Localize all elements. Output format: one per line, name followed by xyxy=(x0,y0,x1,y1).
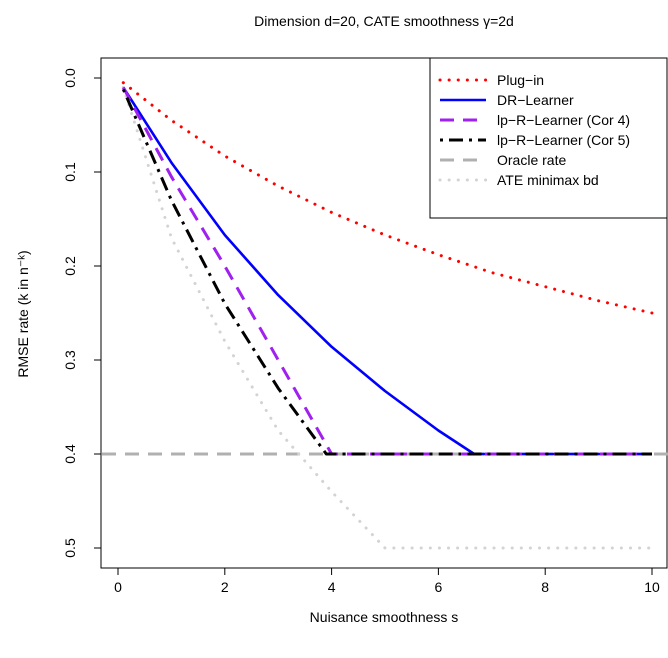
x-tick-label: 2 xyxy=(221,579,229,595)
y-tick-label: 0.0 xyxy=(62,68,78,88)
legend-label-4: Oracle rate xyxy=(497,152,566,168)
x-tick-label: 4 xyxy=(328,579,336,595)
series-layer xyxy=(102,81,668,550)
y-tick-label: 0.2 xyxy=(62,256,78,276)
x-tick-label: 0 xyxy=(114,579,122,595)
series-line-3 xyxy=(121,88,652,456)
legend-label-0: Plug−in xyxy=(497,72,544,88)
chart-title: Dimension d=20, CATE smoothness γ=2d xyxy=(254,13,514,29)
x-tick-label: 10 xyxy=(644,579,660,595)
legend-label-1: DR−Learner xyxy=(497,92,574,108)
legend: Plug−in DR−Learner lp−R−Learner (Cor 4) lp−… xyxy=(429,57,668,219)
y-tick-label: 0.1 xyxy=(62,162,78,182)
legend-box xyxy=(429,57,668,219)
y-tick-label: 0.5 xyxy=(62,538,78,558)
y-axis: 0.0 0.1 0.2 0.3 0.4 0.5 xyxy=(62,68,102,558)
x-tick-label: 6 xyxy=(435,579,443,595)
legend-label-5: ATE minimax bd xyxy=(497,172,599,188)
x-axis-label: Nuisance smoothness s xyxy=(310,609,459,625)
y-axis-label: RMSE rate (k in n⁻ᵏ) xyxy=(15,250,31,377)
series-line-0 xyxy=(121,81,654,315)
y-tick-label: 0.4 xyxy=(62,444,78,464)
legend-label-2: lp−R−Learner (Cor 4) xyxy=(497,112,630,128)
x-axis: 0 2 4 6 8 10 xyxy=(114,567,660,595)
legend-label-3: lp−R−Learner (Cor 5) xyxy=(497,132,630,148)
y-tick-label: 0.3 xyxy=(62,350,78,370)
x-tick-label: 8 xyxy=(541,579,549,595)
